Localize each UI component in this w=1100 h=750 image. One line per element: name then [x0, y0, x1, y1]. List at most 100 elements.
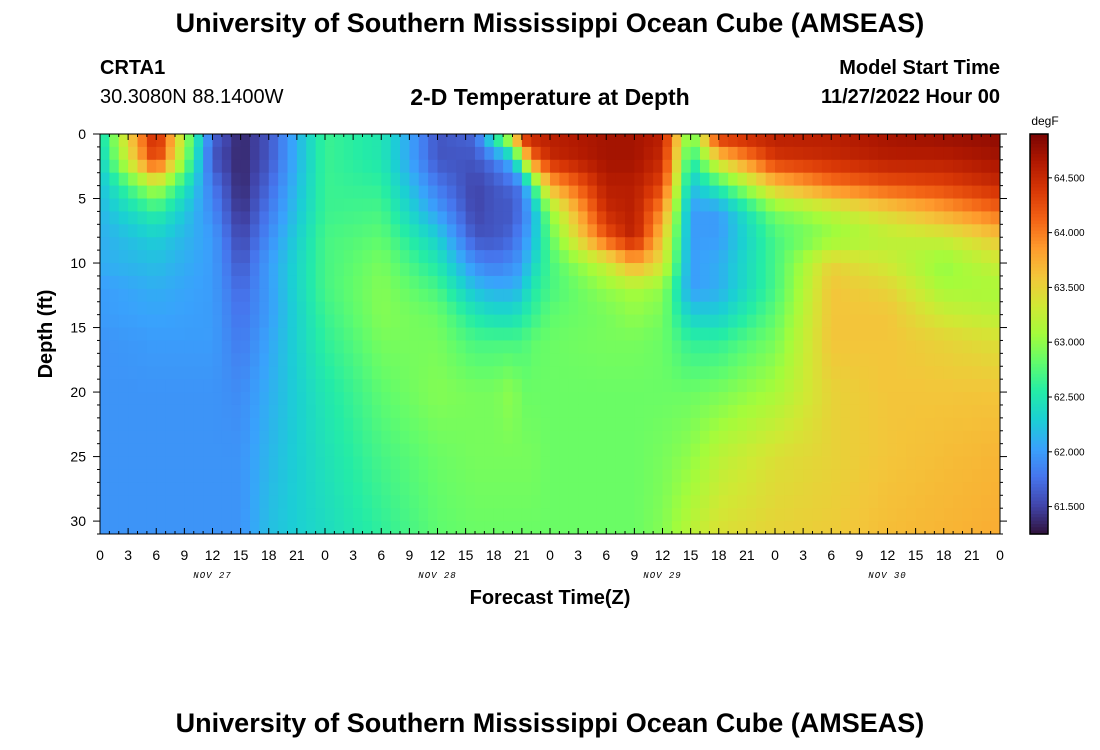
heatmap-cell	[953, 379, 964, 393]
heatmap-cell	[259, 417, 270, 432]
heatmap-cell	[175, 327, 185, 342]
heatmap-cell	[690, 237, 701, 251]
heatmap-cell	[606, 508, 617, 522]
heatmap-cell	[812, 340, 823, 354]
heatmap-cell	[156, 353, 167, 367]
heatmap-cell	[381, 353, 392, 367]
heatmap-cell	[353, 327, 364, 342]
heatmap-cell	[250, 353, 260, 367]
heatmap-cell	[953, 392, 964, 406]
heatmap-cell	[793, 521, 804, 534]
heatmap-cell	[100, 508, 110, 522]
heatmap-cell	[100, 301, 110, 316]
heatmap-cell	[484, 482, 495, 496]
heatmap-cell	[362, 327, 373, 342]
heatmap-cell	[868, 404, 879, 419]
heatmap-cell	[428, 353, 439, 367]
heatmap-cell	[203, 263, 214, 277]
heatmap-cell	[943, 146, 954, 161]
heatmap-cell	[953, 250, 964, 264]
heatmap-cell	[418, 134, 429, 148]
heatmap-cell	[315, 366, 326, 380]
heatmap-cell	[250, 456, 260, 471]
heatmap-cell	[803, 404, 814, 419]
heatmap-cell	[118, 327, 129, 342]
heatmap-cell	[409, 134, 420, 148]
heatmap-cell	[503, 224, 514, 238]
heatmap-cell	[981, 211, 992, 225]
heatmap-cell	[868, 327, 879, 342]
heatmap-cell	[896, 417, 907, 432]
heatmap-cell	[906, 237, 917, 251]
heatmap-cell	[559, 443, 570, 458]
colorbar-swatch	[1030, 217, 1048, 222]
heatmap-cell	[821, 250, 832, 264]
heatmap-cell	[325, 340, 335, 354]
heatmap-cell	[137, 392, 148, 406]
heatmap-cell	[896, 275, 907, 290]
colorbar-swatch	[1030, 427, 1048, 432]
heatmap-cell	[334, 417, 345, 432]
heatmap-cell	[353, 508, 364, 522]
heatmap-cell	[868, 521, 879, 534]
heatmap-cell	[296, 417, 307, 432]
heatmap-cell	[868, 379, 879, 393]
heatmap-cell	[493, 250, 504, 264]
heatmap-cell	[484, 417, 495, 432]
heatmap-cell	[343, 521, 354, 534]
heatmap-cell	[812, 146, 823, 161]
heatmap-cell	[400, 314, 410, 329]
heatmap-cell	[418, 314, 429, 329]
heatmap-cell	[109, 379, 120, 393]
heatmap-cell	[118, 263, 129, 277]
x-tick-label: 0	[771, 547, 779, 563]
heatmap-cell	[653, 404, 664, 419]
heatmap-cell	[540, 263, 551, 277]
heatmap-cell	[381, 404, 392, 419]
colorbar-swatch	[1030, 447, 1048, 452]
heatmap-cell	[737, 185, 748, 200]
heatmap-cell	[184, 508, 195, 522]
heatmap-cell	[690, 456, 701, 471]
heatmap-cell	[803, 521, 814, 534]
heatmap-cell	[212, 521, 223, 534]
heatmap-cell	[756, 417, 767, 432]
heatmap-cell	[231, 404, 242, 419]
heatmap-cell	[475, 443, 485, 458]
x-tick-label: 18	[711, 547, 727, 563]
colorbar-swatch	[1030, 270, 1048, 275]
heatmap-cell	[325, 366, 335, 380]
heatmap-cell	[250, 211, 260, 225]
heatmap-cell	[353, 263, 364, 277]
heatmap-cell	[268, 340, 279, 354]
heatmap-cell	[315, 198, 326, 213]
heatmap-cell	[775, 495, 785, 509]
heatmap-cell	[906, 495, 917, 509]
heatmap-cell	[231, 469, 242, 483]
heatmap-cell	[859, 314, 870, 329]
heatmap-cell	[934, 185, 945, 200]
heatmap-cell	[606, 159, 617, 174]
heatmap-cell	[606, 353, 617, 367]
heatmap-cell	[896, 146, 907, 161]
heatmap-cell	[671, 211, 682, 225]
heatmap-cell	[118, 198, 129, 213]
heatmap-cell	[878, 508, 889, 522]
heatmap-cell	[428, 263, 439, 277]
heatmap-cell	[962, 250, 973, 264]
heatmap-cell	[971, 469, 982, 483]
heatmap-cell	[493, 430, 504, 445]
heatmap-cell	[700, 275, 710, 290]
heatmap-cell	[418, 275, 429, 290]
heatmap-cell	[615, 250, 626, 264]
heatmap-cell	[221, 172, 232, 187]
x-tick-label: 6	[602, 547, 610, 563]
heatmap-cell	[465, 198, 476, 213]
heatmap-cell	[503, 340, 514, 354]
heatmap-cell	[371, 275, 382, 290]
heatmap-cell	[625, 508, 635, 522]
heatmap-cell	[821, 366, 832, 380]
heatmap-cell	[521, 314, 532, 329]
heatmap-cell	[137, 250, 148, 264]
heatmap-cell	[662, 211, 673, 225]
